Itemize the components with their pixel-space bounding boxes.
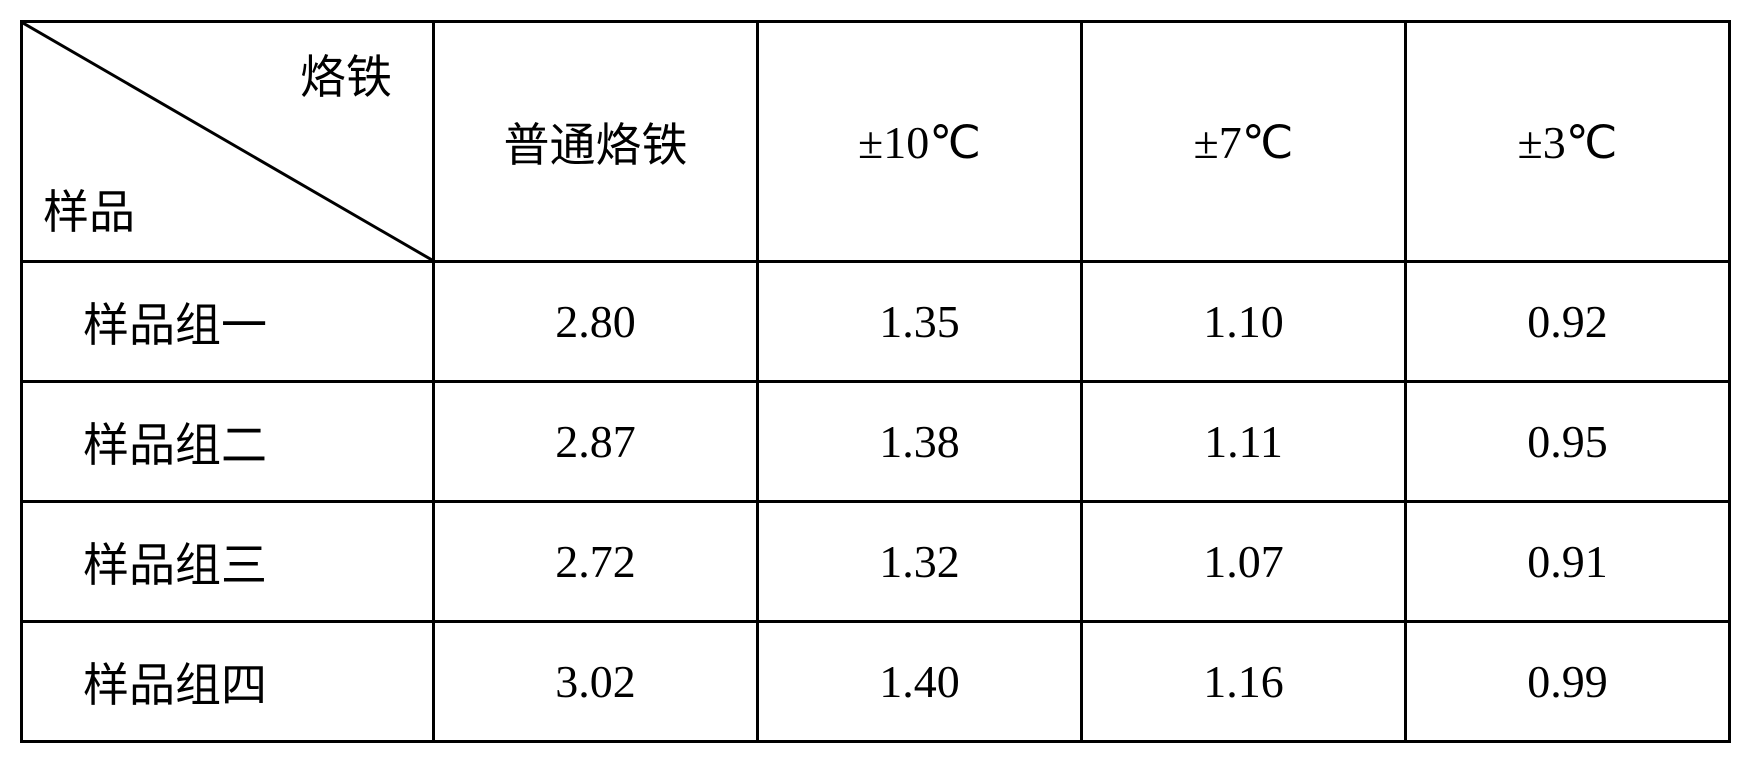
data-cell: 1.11 — [1082, 382, 1406, 502]
data-cell: 1.07 — [1082, 502, 1406, 622]
row-label: 样品组四 — [22, 622, 434, 742]
data-cell: 2.87 — [434, 382, 758, 502]
column-header: ±7℃ — [1082, 22, 1406, 262]
column-header: 普通烙铁 — [434, 22, 758, 262]
data-cell: 0.95 — [1406, 382, 1730, 502]
column-header: ±10℃ — [758, 22, 1082, 262]
column-header: ±3℃ — [1406, 22, 1730, 262]
header-bottom-left-label: 样品 — [43, 176, 135, 242]
data-table: 烙铁 样品 普通烙铁 ±10℃ ±7℃ ±3℃ 样品组一 2.80 1.35 1… — [20, 20, 1731, 743]
data-cell: 2.72 — [434, 502, 758, 622]
data-cell: 3.02 — [434, 622, 758, 742]
data-cell: 0.91 — [1406, 502, 1730, 622]
row-label: 样品组三 — [22, 502, 434, 622]
data-cell: 2.80 — [434, 262, 758, 382]
data-cell: 1.40 — [758, 622, 1082, 742]
header-row: 烙铁 样品 普通烙铁 ±10℃ ±7℃ ±3℃ — [22, 22, 1730, 262]
table-row: 样品组一 2.80 1.35 1.10 0.92 — [22, 262, 1730, 382]
data-cell: 1.38 — [758, 382, 1082, 502]
data-cell: 1.35 — [758, 262, 1082, 382]
data-cell: 1.10 — [1082, 262, 1406, 382]
table-row: 样品组四 3.02 1.40 1.16 0.99 — [22, 622, 1730, 742]
table-row: 样品组二 2.87 1.38 1.11 0.95 — [22, 382, 1730, 502]
data-cell: 1.32 — [758, 502, 1082, 622]
data-cell: 0.92 — [1406, 262, 1730, 382]
header-top-right-label: 烙铁 — [300, 41, 392, 107]
row-label: 样品组一 — [22, 262, 434, 382]
data-cell: 0.99 — [1406, 622, 1730, 742]
data-cell: 1.16 — [1082, 622, 1406, 742]
row-label: 样品组二 — [22, 382, 434, 502]
diagonal-header-cell: 烙铁 样品 — [22, 22, 434, 262]
table-row: 样品组三 2.72 1.32 1.07 0.91 — [22, 502, 1730, 622]
